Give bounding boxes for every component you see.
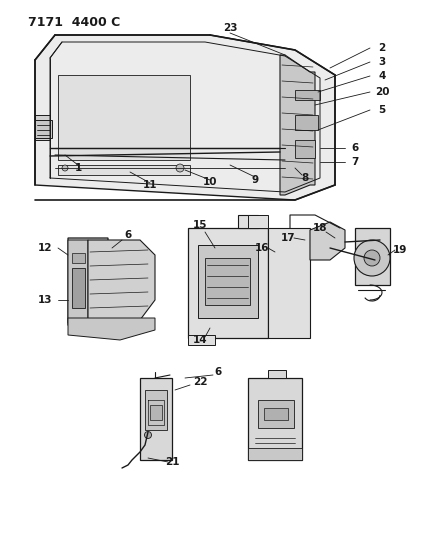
Polygon shape bbox=[68, 318, 155, 340]
Text: 12: 12 bbox=[38, 243, 52, 253]
Text: 9: 9 bbox=[251, 175, 259, 185]
Polygon shape bbox=[248, 378, 302, 460]
Circle shape bbox=[176, 164, 184, 172]
Polygon shape bbox=[295, 115, 318, 130]
Circle shape bbox=[354, 240, 390, 276]
Polygon shape bbox=[88, 240, 155, 333]
Polygon shape bbox=[295, 90, 320, 100]
Text: 7171  4400 C: 7171 4400 C bbox=[28, 16, 120, 29]
Text: 11: 11 bbox=[143, 180, 157, 190]
Text: 21: 21 bbox=[165, 457, 179, 467]
Polygon shape bbox=[355, 228, 390, 285]
Text: 16: 16 bbox=[255, 243, 269, 253]
Circle shape bbox=[145, 432, 152, 439]
Polygon shape bbox=[150, 405, 162, 420]
Polygon shape bbox=[188, 335, 215, 345]
Polygon shape bbox=[145, 390, 167, 430]
Polygon shape bbox=[35, 115, 50, 140]
Polygon shape bbox=[35, 120, 52, 138]
Text: 23: 23 bbox=[223, 23, 237, 33]
Text: 14: 14 bbox=[193, 335, 207, 345]
Text: 8: 8 bbox=[301, 173, 309, 183]
Polygon shape bbox=[72, 253, 85, 263]
Text: 7: 7 bbox=[351, 157, 359, 167]
Text: 5: 5 bbox=[378, 105, 386, 115]
Polygon shape bbox=[258, 400, 294, 428]
Polygon shape bbox=[310, 222, 345, 260]
Circle shape bbox=[62, 165, 68, 171]
Polygon shape bbox=[248, 215, 268, 228]
Polygon shape bbox=[58, 75, 190, 160]
Text: 4: 4 bbox=[378, 71, 386, 81]
Circle shape bbox=[364, 250, 380, 266]
Text: 13: 13 bbox=[38, 295, 52, 305]
Polygon shape bbox=[238, 215, 258, 228]
Text: 10: 10 bbox=[203, 177, 217, 187]
Polygon shape bbox=[248, 448, 302, 460]
Text: 6: 6 bbox=[214, 367, 222, 377]
Text: 2: 2 bbox=[378, 43, 386, 53]
Text: 1: 1 bbox=[74, 163, 82, 173]
Polygon shape bbox=[58, 165, 190, 175]
Text: 20: 20 bbox=[375, 87, 389, 97]
Text: 3: 3 bbox=[378, 57, 386, 67]
Polygon shape bbox=[68, 238, 108, 335]
Text: 6: 6 bbox=[125, 230, 132, 240]
Polygon shape bbox=[198, 245, 258, 318]
Polygon shape bbox=[295, 140, 315, 158]
Polygon shape bbox=[205, 258, 250, 305]
Polygon shape bbox=[140, 378, 172, 460]
Text: 15: 15 bbox=[193, 220, 207, 230]
Polygon shape bbox=[72, 268, 85, 308]
Polygon shape bbox=[264, 408, 288, 420]
Polygon shape bbox=[268, 228, 310, 338]
Text: 19: 19 bbox=[393, 245, 407, 255]
Text: 17: 17 bbox=[281, 233, 295, 243]
Polygon shape bbox=[268, 370, 286, 378]
Polygon shape bbox=[188, 228, 268, 338]
Polygon shape bbox=[280, 55, 315, 195]
Text: 18: 18 bbox=[313, 223, 327, 233]
Text: 6: 6 bbox=[351, 143, 359, 153]
Polygon shape bbox=[68, 240, 88, 333]
Text: 22: 22 bbox=[193, 377, 207, 387]
Polygon shape bbox=[35, 35, 335, 200]
